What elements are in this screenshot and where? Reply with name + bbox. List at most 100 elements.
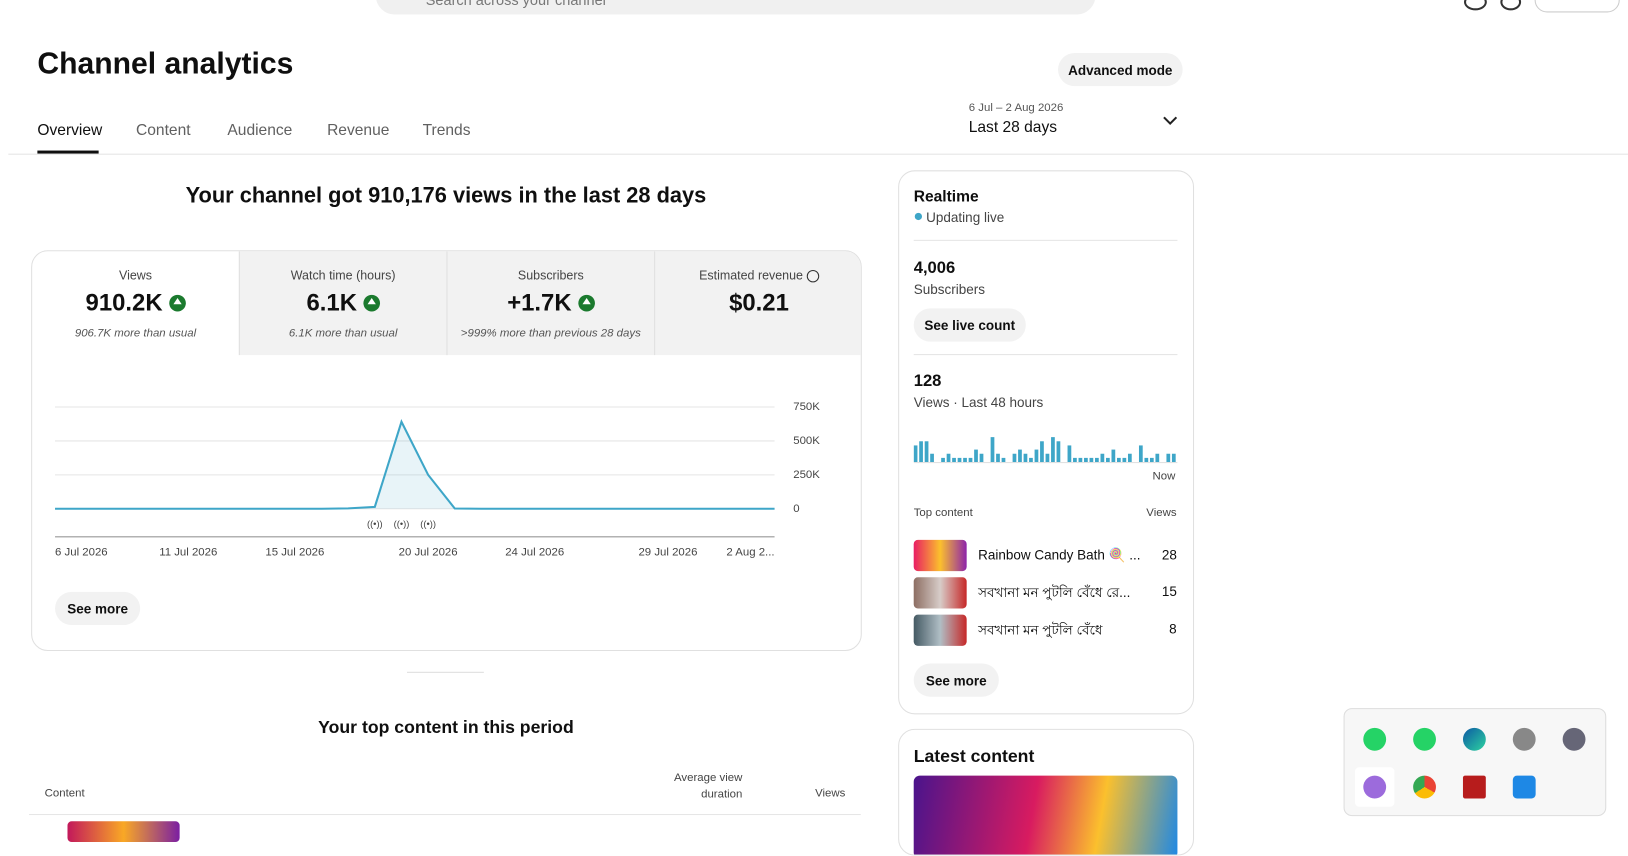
bar (1029, 457, 1033, 463)
see-more-button[interactable]: See more (913, 663, 999, 697)
tab[interactable]: Overview (37, 121, 103, 140)
metric-label: Watch time (hours) (290, 267, 396, 283)
video-thumbnail[interactable] (913, 577, 967, 609)
bar (979, 453, 984, 463)
dropdown-chevron[interactable] (1162, 114, 1179, 126)
video-thumbnail[interactable] (67, 821, 180, 843)
x-tick-label: Now (1153, 471, 1177, 483)
video-thumbnail[interactable] (913, 539, 967, 572)
bar (1100, 453, 1105, 463)
metric-tab[interactable]: Estimated revenue $0.21 (654, 251, 861, 356)
metric-tab[interactable]: Subscribers +1.7K >999% more than previo… (446, 251, 655, 356)
bar (963, 457, 967, 463)
bar (990, 437, 995, 463)
tray-icon[interactable] (1413, 727, 1436, 751)
tab-indicator (37, 150, 99, 154)
metric-tab[interactable]: Watch time (hours) 6.1K 6.1K more than u… (238, 251, 447, 356)
tray-icon[interactable] (1462, 775, 1486, 799)
x-tick-label: 11 Jul 2026 (159, 546, 217, 558)
tray-popup (1343, 708, 1607, 817)
help-icon[interactable] (1464, 0, 1487, 11)
video-title[interactable]: Rainbow Candy Bath 🍭 ... (978, 547, 1141, 563)
see-live-count-button[interactable]: See live count (913, 308, 1026, 342)
bar (1171, 453, 1176, 463)
tab[interactable]: Trends (422, 121, 471, 140)
baseline (913, 462, 1178, 464)
bar (941, 457, 945, 463)
bar (1122, 457, 1127, 463)
bar (1149, 457, 1154, 463)
area (55, 421, 775, 509)
search-bar[interactable]: Search across your channel (375, 0, 1096, 15)
column-header: Views (815, 787, 846, 800)
views-column: Views (1146, 506, 1177, 520)
latest-content-card: Latest content (898, 728, 1195, 856)
tray-icon[interactable] (1363, 775, 1387, 799)
realtime-title: Realtime (913, 187, 979, 206)
x-tick-label: 6 Jul 2026 (55, 546, 108, 558)
search-placeholder: Search across your channel (425, 0, 606, 9)
bar (1144, 457, 1149, 463)
tray-icon[interactable] (1363, 727, 1387, 751)
subscriber-label: Subscribers (913, 281, 985, 297)
video-thumbnail[interactable] (913, 614, 967, 646)
up-icon (168, 294, 186, 311)
y-tick-label: 750K (793, 401, 820, 413)
views-label: Views · Last 48 hours (913, 394, 1044, 411)
divider (913, 354, 1178, 356)
live-icon: ((•)) (394, 519, 410, 529)
video-title[interactable]: সবখানা মন পুটলি বেঁধে (978, 621, 1103, 638)
see-more-button[interactable]: See more (55, 591, 141, 626)
live-dot (914, 212, 923, 221)
y-tick-label: 0 (793, 503, 799, 515)
x-tick-label: 20 Jul 2026 (399, 546, 458, 558)
views-chart: 0 250K 500K 750K 6 Jul 2026 11 Jul 2026 15 Jul… (55, 401, 820, 558)
bar (1001, 457, 1006, 463)
bar (1106, 457, 1110, 463)
create-button[interactable] (1534, 0, 1620, 13)
bar (957, 457, 962, 463)
page-title: Channel analytics (37, 47, 294, 81)
bar (1073, 457, 1077, 463)
bar (946, 453, 951, 463)
tray-icon[interactable] (1512, 727, 1536, 751)
video-thumbnail[interactable] (913, 775, 1178, 855)
bar (974, 449, 978, 463)
tray-icon[interactable] (1462, 727, 1486, 751)
bar (1095, 457, 1099, 463)
realtime-card: Realtime Updating live 4,006 Subscribers… (898, 170, 1195, 715)
tray-icon[interactable] (1512, 775, 1536, 799)
bar (930, 453, 934, 463)
tab[interactable]: Content (136, 121, 191, 140)
bar (1116, 457, 1121, 463)
x-tick-label: 15 Jul 2026 (265, 546, 324, 558)
bar (1051, 437, 1055, 463)
bar (1067, 445, 1072, 463)
video-title[interactable]: সবখানা মন পুটলি বেঁধে রে... (978, 584, 1131, 601)
bar (913, 445, 918, 463)
bar (1040, 441, 1044, 463)
metric-note: 6.1K more than usual (288, 327, 398, 340)
y-tick-label: 500K (793, 435, 820, 447)
tray-icon[interactable] (1562, 727, 1586, 751)
top-content-label: Top content (913, 506, 973, 520)
divider (913, 239, 1178, 241)
advanced-mode-button[interactable]: Advanced mode (1058, 52, 1183, 87)
metric-tab[interactable]: Views 910.2K 906.7K more than usual (32, 251, 239, 355)
bar (1078, 457, 1083, 463)
bar (1056, 441, 1061, 463)
page: Channel analytics {"search_placeholder":… (8, 0, 1628, 856)
tab[interactable]: Audience (227, 121, 293, 140)
column-header: Average view duration (674, 771, 743, 801)
x-tick-label: 2 Aug 2... (726, 546, 774, 558)
video-views: 15 (1161, 583, 1177, 600)
divider (407, 671, 484, 673)
date-period[interactable]: Last 28 days (968, 118, 1058, 137)
settings-icon[interactable] (1500, 0, 1522, 11)
realtime-status: Updating live (926, 209, 1005, 226)
metric-value: +1.7K (507, 288, 572, 316)
tray-icon[interactable] (1413, 775, 1436, 799)
tab[interactable]: Revenue (327, 121, 390, 140)
bar (1034, 449, 1039, 463)
bar (1089, 457, 1094, 463)
